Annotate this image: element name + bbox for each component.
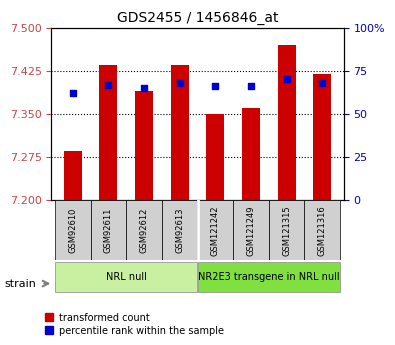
Bar: [198, 200, 233, 260]
Point: [212, 83, 218, 89]
Point: [319, 80, 325, 86]
Bar: [135, 91, 153, 200]
Bar: [207, 114, 224, 200]
Bar: [305, 200, 340, 260]
Bar: [100, 65, 117, 200]
Point: [141, 85, 147, 91]
Bar: [269, 200, 305, 260]
Text: GSM92612: GSM92612: [139, 208, 149, 253]
Text: NR2E3 transgene in NRL null: NR2E3 transgene in NRL null: [198, 272, 340, 282]
Point: [177, 80, 183, 86]
Bar: [198, 262, 340, 292]
Text: GSM121242: GSM121242: [211, 205, 220, 256]
Bar: [313, 73, 331, 200]
Text: GSM92611: GSM92611: [104, 208, 113, 253]
Bar: [64, 151, 82, 200]
Point: [70, 90, 76, 96]
Text: GSM92613: GSM92613: [175, 208, 184, 253]
Bar: [162, 200, 198, 260]
Bar: [90, 200, 126, 260]
Point: [105, 82, 111, 87]
Bar: [55, 262, 198, 292]
Bar: [171, 65, 188, 200]
Point: [284, 77, 290, 82]
Bar: [126, 200, 162, 260]
Text: GSM92610: GSM92610: [68, 208, 77, 253]
Legend: transformed count, percentile rank within the sample: transformed count, percentile rank withi…: [44, 313, 224, 336]
Bar: [242, 108, 260, 200]
Text: GSM121316: GSM121316: [318, 205, 327, 256]
Title: GDS2455 / 1456846_at: GDS2455 / 1456846_at: [117, 11, 278, 25]
Text: GSM121315: GSM121315: [282, 205, 291, 256]
Text: NRL null: NRL null: [106, 272, 147, 282]
Text: strain: strain: [5, 279, 37, 288]
Bar: [55, 200, 90, 260]
Bar: [233, 200, 269, 260]
Text: GSM121249: GSM121249: [246, 205, 256, 256]
Bar: [278, 45, 295, 200]
Point: [248, 83, 254, 89]
